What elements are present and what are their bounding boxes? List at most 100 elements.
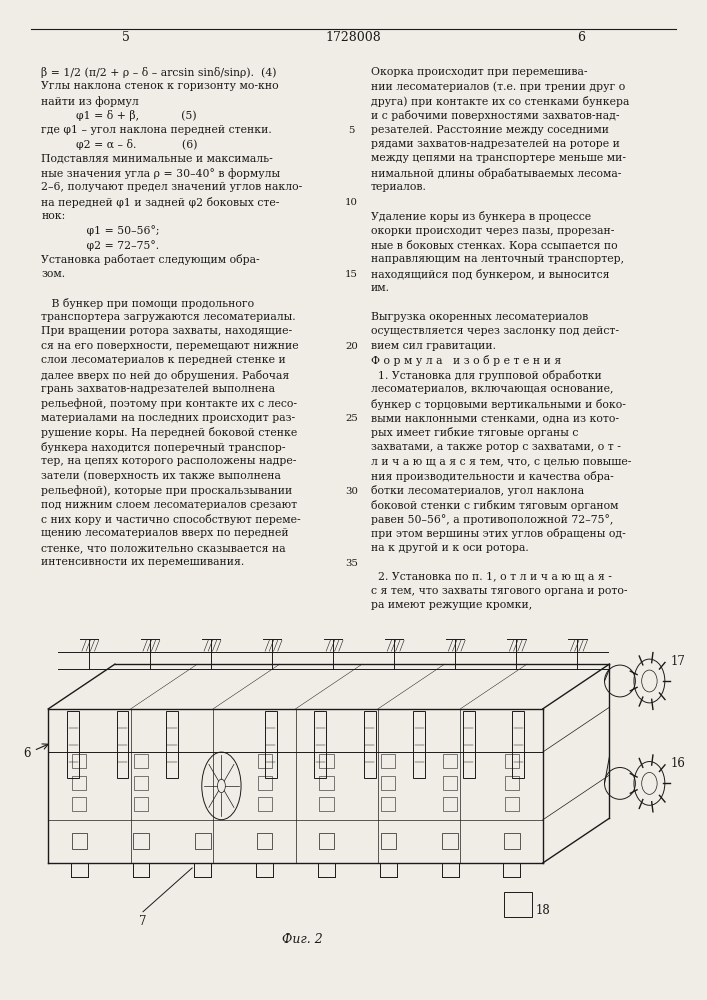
Bar [71, 833, 87, 849]
Text: резателей. Расстояние между соседними: резателей. Расстояние между соседними [371, 125, 609, 135]
Text: вием сил гравитации.: вием сил гравитации. [371, 341, 496, 351]
Bar [512, 711, 524, 778]
Text: Подставляя минимальные и максималь-: Подставляя минимальные и максималь- [41, 153, 273, 163]
Text: на к другой и к оси ротора.: на к другой и к оси ротора. [371, 543, 529, 553]
Text: под нижним слоем лесоматериалов срезают: под нижним слоем лесоматериалов срезают [41, 500, 298, 510]
Text: бункера находится поперечный транспор-: бункера находится поперечный транспор- [41, 442, 286, 453]
Text: бункер с торцовыми вертикальными и боко-: бункер с торцовыми вертикальными и боко- [371, 399, 626, 410]
Text: При вращении ротора захваты, находящие-: При вращении ротора захваты, находящие- [41, 326, 293, 336]
Bar [380, 833, 396, 849]
Text: осуществляется через заслонку под дейст-: осуществляется через заслонку под дейст- [371, 326, 619, 336]
Bar [134, 776, 148, 790]
Text: с я тем, что захваты тягового органа и рото-: с я тем, что захваты тягового органа и р… [371, 586, 628, 596]
Text: материалами на последних происходит раз-: материалами на последних происходит раз- [41, 413, 296, 423]
Text: далее вверх по ней до обрушения. Рабочая: далее вверх по ней до обрушения. Рабочая [41, 370, 290, 381]
Text: л и ч а ю щ а я с я тем, что, с целью повыше-: л и ч а ю щ а я с я тем, что, с целью по… [371, 456, 631, 466]
Text: найти из формул: найти из формул [41, 96, 139, 107]
Text: 2–6, получают предел значений углов накло-: 2–6, получают предел значений углов накл… [41, 182, 303, 192]
Bar [443, 776, 457, 790]
Text: выми наклонными стенками, одна из кото-: выми наклонными стенками, одна из кото- [371, 413, 619, 423]
Text: грань захватов-надрезателей выполнена: грань захватов-надрезателей выполнена [41, 384, 275, 394]
Text: В бункер при помощи продольного: В бункер при помощи продольного [41, 298, 255, 309]
Text: 5: 5 [348, 126, 354, 135]
Text: лесоматериалов, включающая основание,: лесоматериалов, включающая основание, [371, 384, 614, 394]
Bar [134, 833, 148, 849]
Bar [134, 754, 148, 768]
Text: 25: 25 [345, 414, 358, 423]
Bar [134, 797, 148, 811]
Bar [443, 833, 458, 849]
Text: при этом вершины этих углов обращены од-: при этом вершины этих углов обращены од- [371, 528, 626, 539]
Text: щению лесоматериалов вверх по передней: щению лесоматериалов вверх по передней [41, 528, 289, 538]
Text: на передней φ1 и задней φ2 боковых сте-: на передней φ1 и задней φ2 боковых сте- [41, 197, 280, 208]
Bar [319, 833, 334, 849]
Text: φ2 = 72–75°.: φ2 = 72–75°. [41, 240, 160, 251]
Text: 1. Установка для групповой обработки: 1. Установка для групповой обработки [371, 370, 602, 381]
Bar [257, 797, 271, 811]
Bar [257, 833, 272, 849]
Text: и с рабочими поверхностями захватов-над-: и с рабочими поверхностями захватов-над- [371, 110, 619, 121]
Text: рельефной, поэтому при контакте их с лесо-: рельефной, поэтому при контакте их с лес… [41, 399, 298, 409]
Text: нимальной длины обрабатываемых лесома-: нимальной длины обрабатываемых лесома- [371, 168, 621, 179]
Text: 16: 16 [670, 757, 685, 770]
Text: транспортера загружаются лесоматериалы.: транспортера загружаются лесоматериалы. [41, 312, 296, 322]
Text: ные в боковых стенках. Кора ссыпается по: ные в боковых стенках. Кора ссыпается по [371, 240, 618, 251]
Text: Удаление коры из бункера в процессе: Удаление коры из бункера в процессе [371, 211, 591, 222]
Bar [381, 776, 395, 790]
Text: друга) при контакте их со стенками бункера: друга) при контакте их со стенками бунке… [371, 96, 629, 107]
Bar [257, 754, 271, 768]
Text: интенсивности их перемешивания.: интенсивности их перемешивания. [41, 557, 245, 567]
Text: 18: 18 [536, 904, 551, 917]
Text: φ1 = δ + β,            (5): φ1 = δ + β, (5) [41, 110, 197, 121]
Text: 35: 35 [345, 559, 358, 568]
Text: направляющим на ленточный транспортер,: направляющим на ленточный транспортер, [371, 254, 624, 264]
Bar [72, 776, 86, 790]
Text: где φ1 – угол наклона передней стенки.: где φ1 – угол наклона передней стенки. [41, 125, 272, 135]
Text: слои лесоматериалов к передней стенке и: слои лесоматериалов к передней стенке и [41, 355, 286, 365]
Text: 6: 6 [578, 31, 585, 44]
Text: между цепями на транспортере меньше ми-: между цепями на транспортере меньше ми- [371, 153, 626, 163]
Bar [117, 711, 129, 778]
Bar [72, 797, 86, 811]
Text: с них кору и частично способствуют переме-: с них кору и частично способствуют перем… [41, 514, 301, 525]
Text: ся на его поверхности, перемещают нижние: ся на его поверхности, перемещают нижние [41, 341, 299, 351]
Bar [195, 833, 211, 849]
Text: захватами, а также ротор с захватами, о т -: захватами, а также ротор с захватами, о … [371, 442, 621, 452]
Text: Установка работает следующим обра-: Установка работает следующим обра- [41, 254, 260, 265]
Bar [381, 754, 395, 768]
Text: 20: 20 [345, 342, 358, 351]
Text: ния производительности и качества обра-: ния производительности и качества обра- [371, 471, 614, 482]
Bar [364, 711, 375, 778]
Bar [462, 711, 474, 778]
Text: ра имеют режущие кромки,: ра имеют режущие кромки, [371, 600, 532, 610]
Text: 15: 15 [345, 270, 358, 279]
Text: тер, на цепях которого расположены надре-: тер, на цепях которого расположены надре… [41, 456, 297, 466]
Text: Фиг. 2: Фиг. 2 [282, 933, 323, 946]
Text: Ф о р м у л а   и з о б р е т е н и я: Ф о р м у л а и з о б р е т е н и я [371, 355, 561, 366]
Text: стенке, что положительно сказывается на: стенке, что положительно сказывается на [41, 543, 286, 553]
Bar [67, 711, 79, 778]
Bar [504, 892, 532, 917]
Bar [505, 776, 519, 790]
Text: рядами захватов-надрезателей на роторе и: рядами захватов-надрезателей на роторе и [371, 139, 620, 149]
Bar [505, 797, 519, 811]
Text: находящийся под бункером, и выносится: находящийся под бункером, и выносится [371, 269, 609, 280]
Text: боковой стенки с гибким тяговым органом: боковой стенки с гибким тяговым органом [371, 500, 619, 511]
Bar [320, 797, 334, 811]
Bar [320, 776, 334, 790]
Text: затели (поверхность их также выполнена: затели (поверхность их также выполнена [41, 471, 281, 481]
Bar [166, 711, 178, 778]
Text: окорки происходит через пазы, прорезан-: окорки происходит через пазы, прорезан- [371, 226, 614, 236]
Bar [504, 833, 520, 849]
Bar [505, 754, 519, 768]
Text: β = 1/2 (π/2 + ρ – δ – arcsin sinδ/sinρ).  (4): β = 1/2 (π/2 + ρ – δ – arcsin sinδ/sinρ)… [41, 67, 277, 78]
Text: нии лесоматериалов (т.е. при трении друг о: нии лесоматериалов (т.е. при трении друг… [371, 81, 625, 92]
Text: Выгрузка окоренных лесоматериалов: Выгрузка окоренных лесоматериалов [371, 312, 588, 322]
Text: 17: 17 [670, 655, 685, 668]
Text: φ2 = α – δ.             (6): φ2 = α – δ. (6) [41, 139, 198, 150]
Text: нок:: нок: [41, 211, 66, 221]
Bar [381, 797, 395, 811]
Text: ботки лесоматериалов, угол наклона: ботки лесоматериалов, угол наклона [371, 485, 584, 496]
Text: им.: им. [371, 283, 390, 293]
Text: Углы наклона стенок к горизонту мо-кно: Углы наклона стенок к горизонту мо-кно [41, 81, 279, 91]
